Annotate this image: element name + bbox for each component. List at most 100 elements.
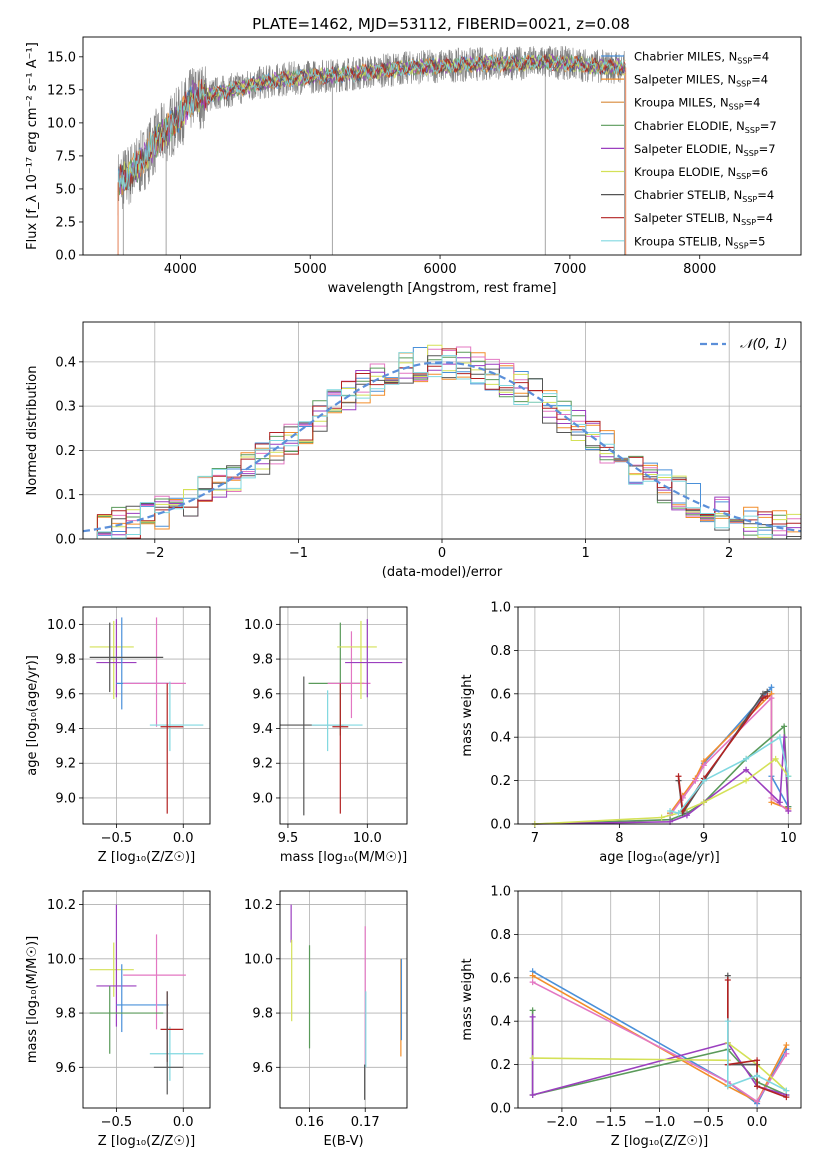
axes-frame [82, 890, 211, 1109]
legend-entry: Kroupa MILES, NSSP=4 [634, 96, 760, 112]
series-marker [764, 692, 771, 699]
series-marker [743, 766, 750, 773]
y-tick-label: 0.2 [490, 774, 511, 789]
series-line [669, 691, 789, 814]
legend-entry: Kroupa STELIB, NSSP=5 [634, 234, 765, 250]
y-tick-label: 0.2 [55, 444, 76, 459]
y-axis-label: mass weight [460, 674, 475, 756]
series-marker [776, 734, 783, 741]
y-axis-label: mass [log₁₀(M/M☉)] [25, 936, 40, 1063]
y-tick-label: 9.0 [55, 791, 76, 806]
series-marker [529, 1013, 536, 1020]
y-tick-label: 9.0 [252, 791, 273, 806]
x-tick-label: −0.5 [693, 1115, 725, 1130]
y-tick-label: 0.6 [490, 971, 511, 986]
series-line [534, 757, 789, 825]
legend-entry: Chabrier ELODIE, NSSP=7 [634, 119, 777, 135]
spectrum-legend: Chabrier MILES, NSSP=4 Salpeter MILES, NS… [601, 50, 777, 250]
series-marker [529, 979, 536, 986]
x-tick-label: 7000 [553, 262, 586, 277]
series-marker [683, 812, 690, 819]
x-axis-label: mass [log₁₀(M/M☉)] [280, 850, 407, 865]
y-tick-label: 0.0 [490, 1102, 511, 1117]
y-tick-label: 10.0 [47, 952, 76, 967]
model-spectrum [117, 53, 626, 197]
series-marker [692, 777, 699, 784]
y-tick-label: 9.4 [55, 722, 76, 737]
series-marker [724, 976, 731, 983]
y-tick-label: 0.4 [55, 355, 76, 370]
legend-entry: Salpeter ELODIE, NSSP=7 [634, 142, 776, 158]
x-tick-label: −1 [289, 546, 308, 561]
histogram-steps [83, 344, 801, 539]
series-marker [768, 684, 775, 691]
series-marker [781, 723, 788, 730]
series-marker [785, 773, 792, 780]
series-marker [700, 799, 707, 806]
x-tick-label: 0.0 [747, 1115, 768, 1130]
series-marker [667, 807, 674, 814]
y-tick-label: 0.6 [490, 687, 511, 702]
y-tick-label: 12.5 [47, 83, 76, 98]
residuals-axes: −2 −1 0 1 2 0.0 0.1 0.2 0.3 0.4 (data-model)/error… [25, 322, 801, 580]
series-marker [783, 1094, 790, 1101]
y-tick-label: 0.1 [55, 488, 76, 503]
x-tick-label: 4000 [164, 262, 197, 277]
x-tick-label: 2 [725, 546, 733, 561]
age_vs_Z-plot [89, 617, 204, 814]
y-tick-label: 9.6 [55, 1061, 76, 1076]
x-tick-label: 0.0 [173, 1115, 194, 1130]
y-tick-label: 9.6 [252, 1061, 273, 1076]
y-tick-label: 10.0 [244, 618, 273, 633]
x-tick-label: −1.5 [595, 1115, 627, 1130]
y-tick-label: 10.0 [47, 116, 76, 131]
series-marker [783, 1042, 790, 1049]
series-marker [754, 1083, 761, 1090]
spectrum-axes: 4000 5000 6000 7000 8000 0.0 2.5 5.0 7.5 10.0 12.5… [25, 42, 716, 296]
histogram-steps [83, 352, 801, 539]
age_vs_mass-axes: 9.5 10.0 9.0 9.2 9.4 9.6 9.8 10.0 mass [log₁₀(M/… [244, 607, 407, 865]
x-axis-label: Z [log₁₀(Z/Z☉)] [611, 1134, 708, 1149]
mass_vs_ebv-plot [290, 904, 403, 1100]
series-marker [768, 794, 775, 801]
series-marker [529, 972, 536, 979]
x-tick-label: 0.17 [351, 1115, 380, 1130]
y-tick-label: 0.3 [55, 400, 76, 415]
x-tick-label: −1.0 [644, 1115, 676, 1130]
mass_weight_vs_Z-plot [529, 968, 790, 1107]
x-tick-label: 8000 [683, 262, 716, 277]
y-tick-label: 0.8 [490, 928, 511, 943]
x-tick-label: −2.0 [546, 1115, 578, 1130]
x-axis-label: Z [log₁₀(Z/Z☉)] [98, 1134, 195, 1149]
x-axis-label: age [log₁₀(age/yr)] [599, 850, 720, 865]
x-axis-label: Z [log₁₀(Z/Z☉)] [98, 850, 195, 865]
series-marker [529, 1007, 536, 1014]
y-tick-label: 0.4 [490, 731, 511, 746]
y-tick-label: 10.2 [47, 898, 76, 913]
legend-entry: Kroupa ELODIE, NSSP=6 [634, 165, 768, 181]
y-tick-label: 9.8 [252, 653, 273, 668]
series-line [727, 975, 758, 1087]
mass_weight_vs_Z-axes: −2.0 −1.5 −1.0 −0.5 0.0 0.0 0.2 0.4 0.6 0.8 1.0 Z [… [460, 885, 801, 1149]
y-tick-label: 0.0 [490, 818, 511, 833]
series-marker [700, 777, 707, 784]
age_vs_mass-plot [280, 619, 403, 816]
series-marker [754, 1098, 761, 1105]
axes-frame [279, 890, 408, 1109]
y-tick-label: 0.0 [55, 533, 76, 548]
y-tick-label: 9.8 [55, 653, 76, 668]
axes-frame [82, 36, 802, 256]
x-tick-label: 6000 [424, 262, 457, 277]
series-marker [743, 755, 750, 762]
legend-entry: Salpeter MILES, NSSP=4 [634, 73, 768, 89]
y-tick-label: 10.0 [47, 618, 76, 633]
mass_vs_ebv-axes: 0.16 0.17 9.6 9.8 10.0 10.2 E(B-V) [244, 891, 407, 1149]
x-tick-label: 0.0 [173, 831, 194, 846]
x-axis-label: (data-model)/error [382, 565, 503, 580]
y-tick-label: 0.2 [490, 1058, 511, 1073]
y-tick-label: 1.0 [490, 601, 511, 616]
y-tick-label: 0.8 [490, 644, 511, 659]
series-line [534, 737, 790, 825]
series-marker [785, 807, 792, 814]
